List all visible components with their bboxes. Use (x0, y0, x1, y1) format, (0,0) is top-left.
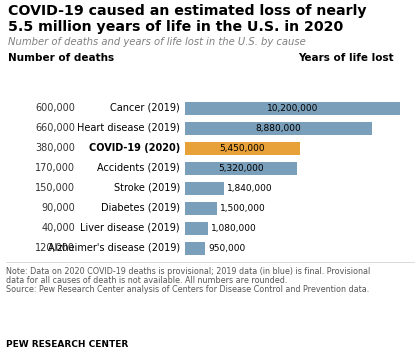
Text: 1,840,000: 1,840,000 (227, 184, 273, 192)
Text: Heart disease (2019): Heart disease (2019) (77, 123, 180, 133)
Text: data for all causes of death is not available. All numbers are rounded.: data for all causes of death is not avai… (6, 276, 287, 285)
Bar (185, 142, 300, 154)
Text: Diabetes (2019): Diabetes (2019) (101, 203, 180, 213)
Bar (185, 162, 297, 175)
Text: 950,000: 950,000 (208, 244, 245, 252)
Text: 380,000: 380,000 (35, 143, 75, 153)
Text: Number of deaths and years of life lost in the U.S. by cause: Number of deaths and years of life lost … (8, 37, 306, 47)
Text: 170,000: 170,000 (35, 163, 75, 173)
Text: 1,080,000: 1,080,000 (211, 224, 257, 233)
Text: 600,000: 600,000 (35, 103, 75, 113)
Bar (185, 241, 205, 255)
Text: 5,450,000: 5,450,000 (220, 143, 265, 153)
Text: Source: Pew Research Center analysis of Centers for Disease Control and Preventi: Source: Pew Research Center analysis of … (6, 285, 369, 294)
Text: 1,500,000: 1,500,000 (220, 203, 265, 213)
Text: 5.5 million years of life in the U.S. in 2020: 5.5 million years of life in the U.S. in… (8, 20, 343, 34)
Text: COVID-19 (2020): COVID-19 (2020) (89, 143, 180, 153)
Text: Alzheimer's disease (2019): Alzheimer's disease (2019) (48, 243, 180, 253)
Bar (185, 102, 400, 115)
Text: 150,000: 150,000 (35, 183, 75, 193)
Bar (185, 222, 208, 235)
Text: 40,000: 40,000 (41, 223, 75, 233)
Text: COVID-19 caused an estimated loss of nearly: COVID-19 caused an estimated loss of nea… (8, 4, 367, 18)
Text: Years of life lost: Years of life lost (298, 53, 394, 63)
Text: Cancer (2019): Cancer (2019) (110, 103, 180, 113)
Text: 10,200,000: 10,200,000 (267, 104, 318, 113)
Text: Note: Data on 2020 COVID-19 deaths is provisional; 2019 data (in blue) is final.: Note: Data on 2020 COVID-19 deaths is pr… (6, 267, 370, 276)
Bar (185, 121, 372, 135)
Text: PEW RESEARCH CENTER: PEW RESEARCH CENTER (6, 340, 128, 349)
Text: 120,000: 120,000 (35, 243, 75, 253)
Text: Stroke (2019): Stroke (2019) (114, 183, 180, 193)
Bar (185, 202, 217, 214)
Bar (185, 181, 224, 195)
Text: 5,320,000: 5,320,000 (218, 164, 264, 173)
Text: Accidents (2019): Accidents (2019) (97, 163, 180, 173)
Text: 660,000: 660,000 (35, 123, 75, 133)
Text: 90,000: 90,000 (41, 203, 75, 213)
Text: Liver disease (2019): Liver disease (2019) (80, 223, 180, 233)
Text: 8,880,000: 8,880,000 (256, 124, 302, 132)
Text: Number of deaths: Number of deaths (8, 53, 114, 63)
